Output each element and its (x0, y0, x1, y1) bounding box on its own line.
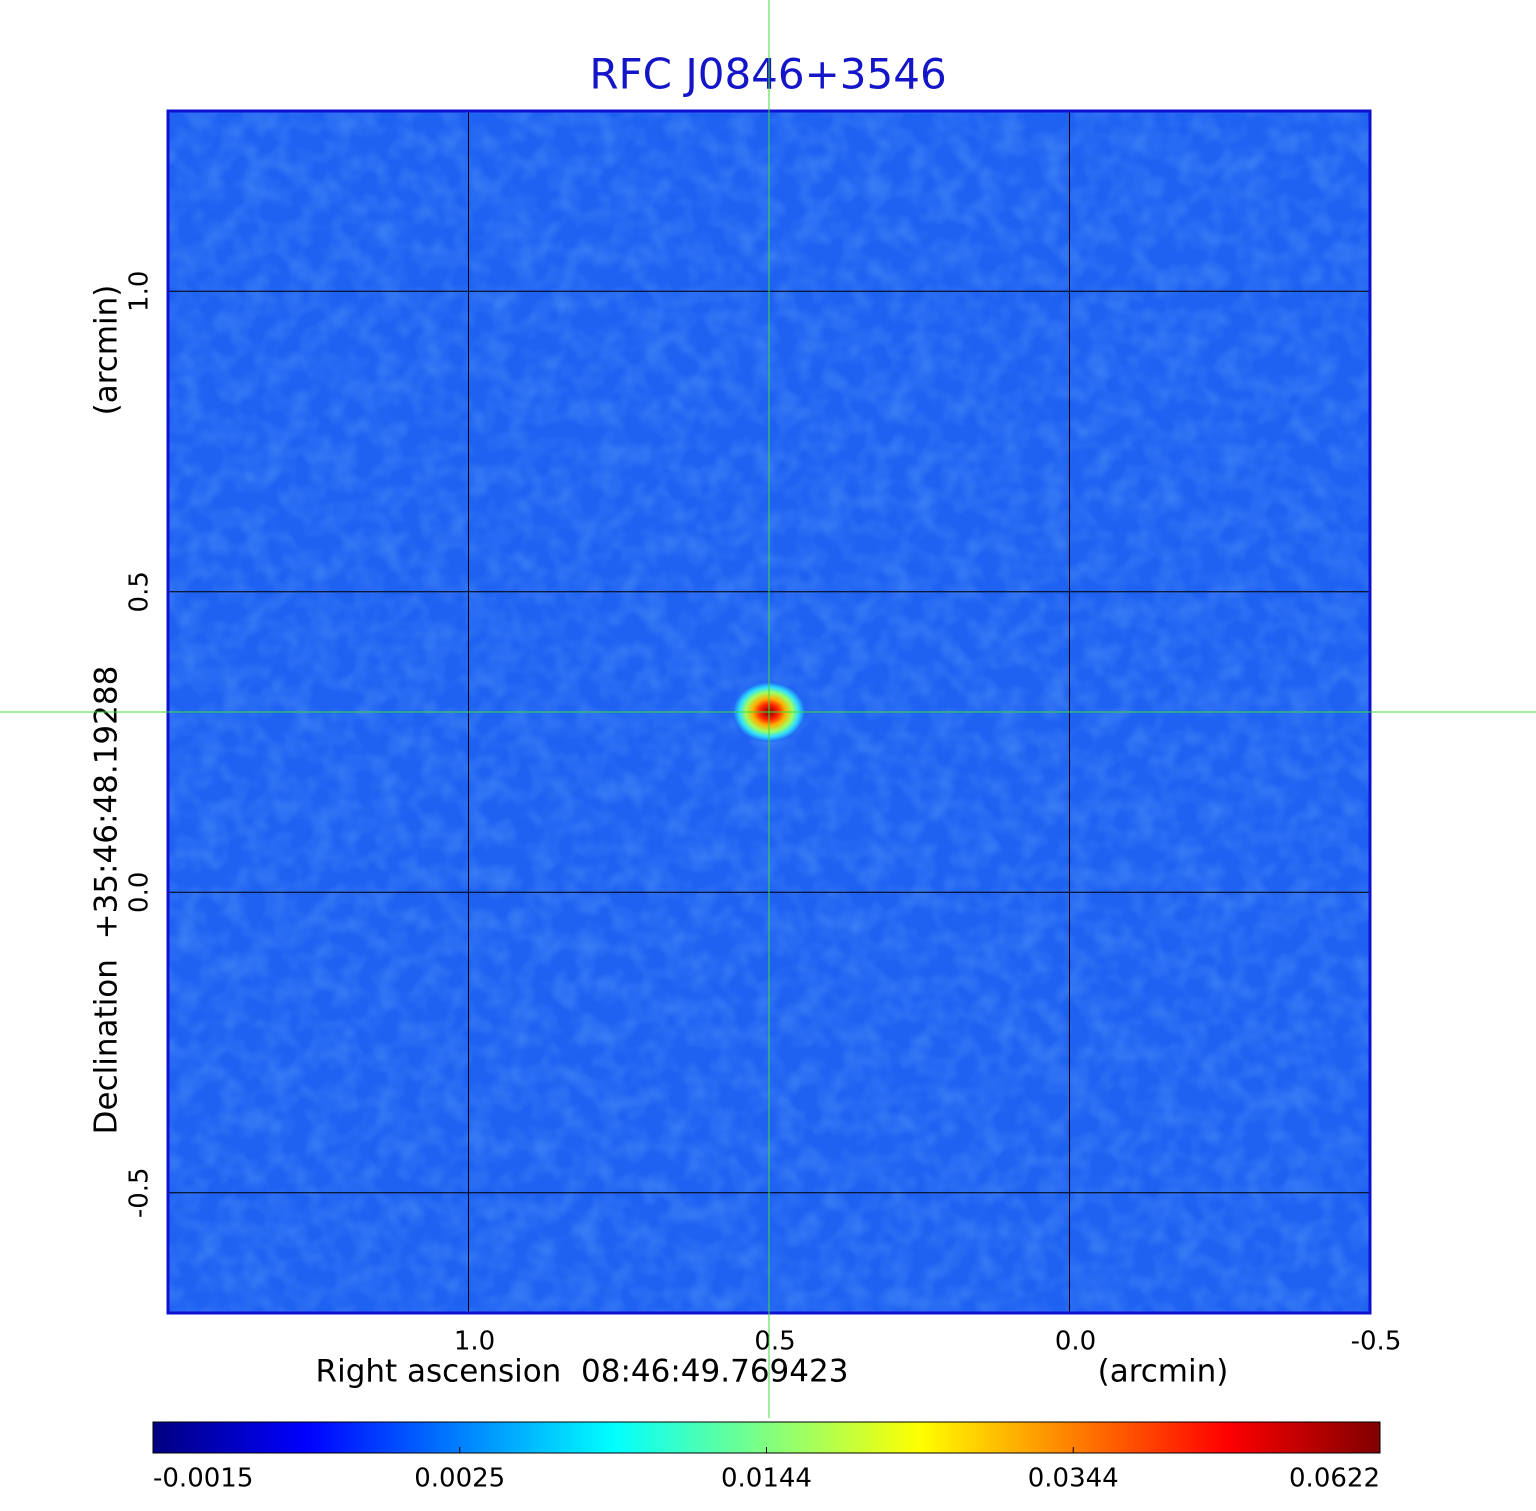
colorbar-tick-label: 0.0025 (414, 1464, 505, 1494)
y-tick-label: -0.5 (125, 1167, 155, 1218)
chart-title: RFC J0846+3546 (589, 50, 946, 99)
x-tick-label: -0.5 (1351, 1327, 1402, 1357)
x-tick-label: 0.0 (1055, 1327, 1096, 1357)
colorbar-tick-label: 0.0622 (1289, 1464, 1380, 1494)
y-tick-label: 1.0 (125, 271, 155, 312)
x-tick-label: 0.5 (754, 1327, 795, 1357)
y-tick-label: 0.0 (125, 872, 155, 913)
x-tick-label: 1.0 (454, 1327, 495, 1357)
colorbar-tick-label: -0.0015 (153, 1464, 253, 1494)
y-tick-label: 0.5 (125, 571, 155, 612)
x-axis-label: Right ascension 08:46:49.769423 (316, 1354, 849, 1390)
x-axis-unit: (arcmin) (1098, 1354, 1229, 1390)
colorbar-tick-label: 0.0144 (721, 1464, 812, 1494)
y-axis-label: Declination +35:46:48.19288 (89, 666, 125, 1135)
colorbar-tick-label: 0.0344 (1028, 1464, 1119, 1494)
y-axis-unit: (arcmin) (89, 285, 125, 416)
